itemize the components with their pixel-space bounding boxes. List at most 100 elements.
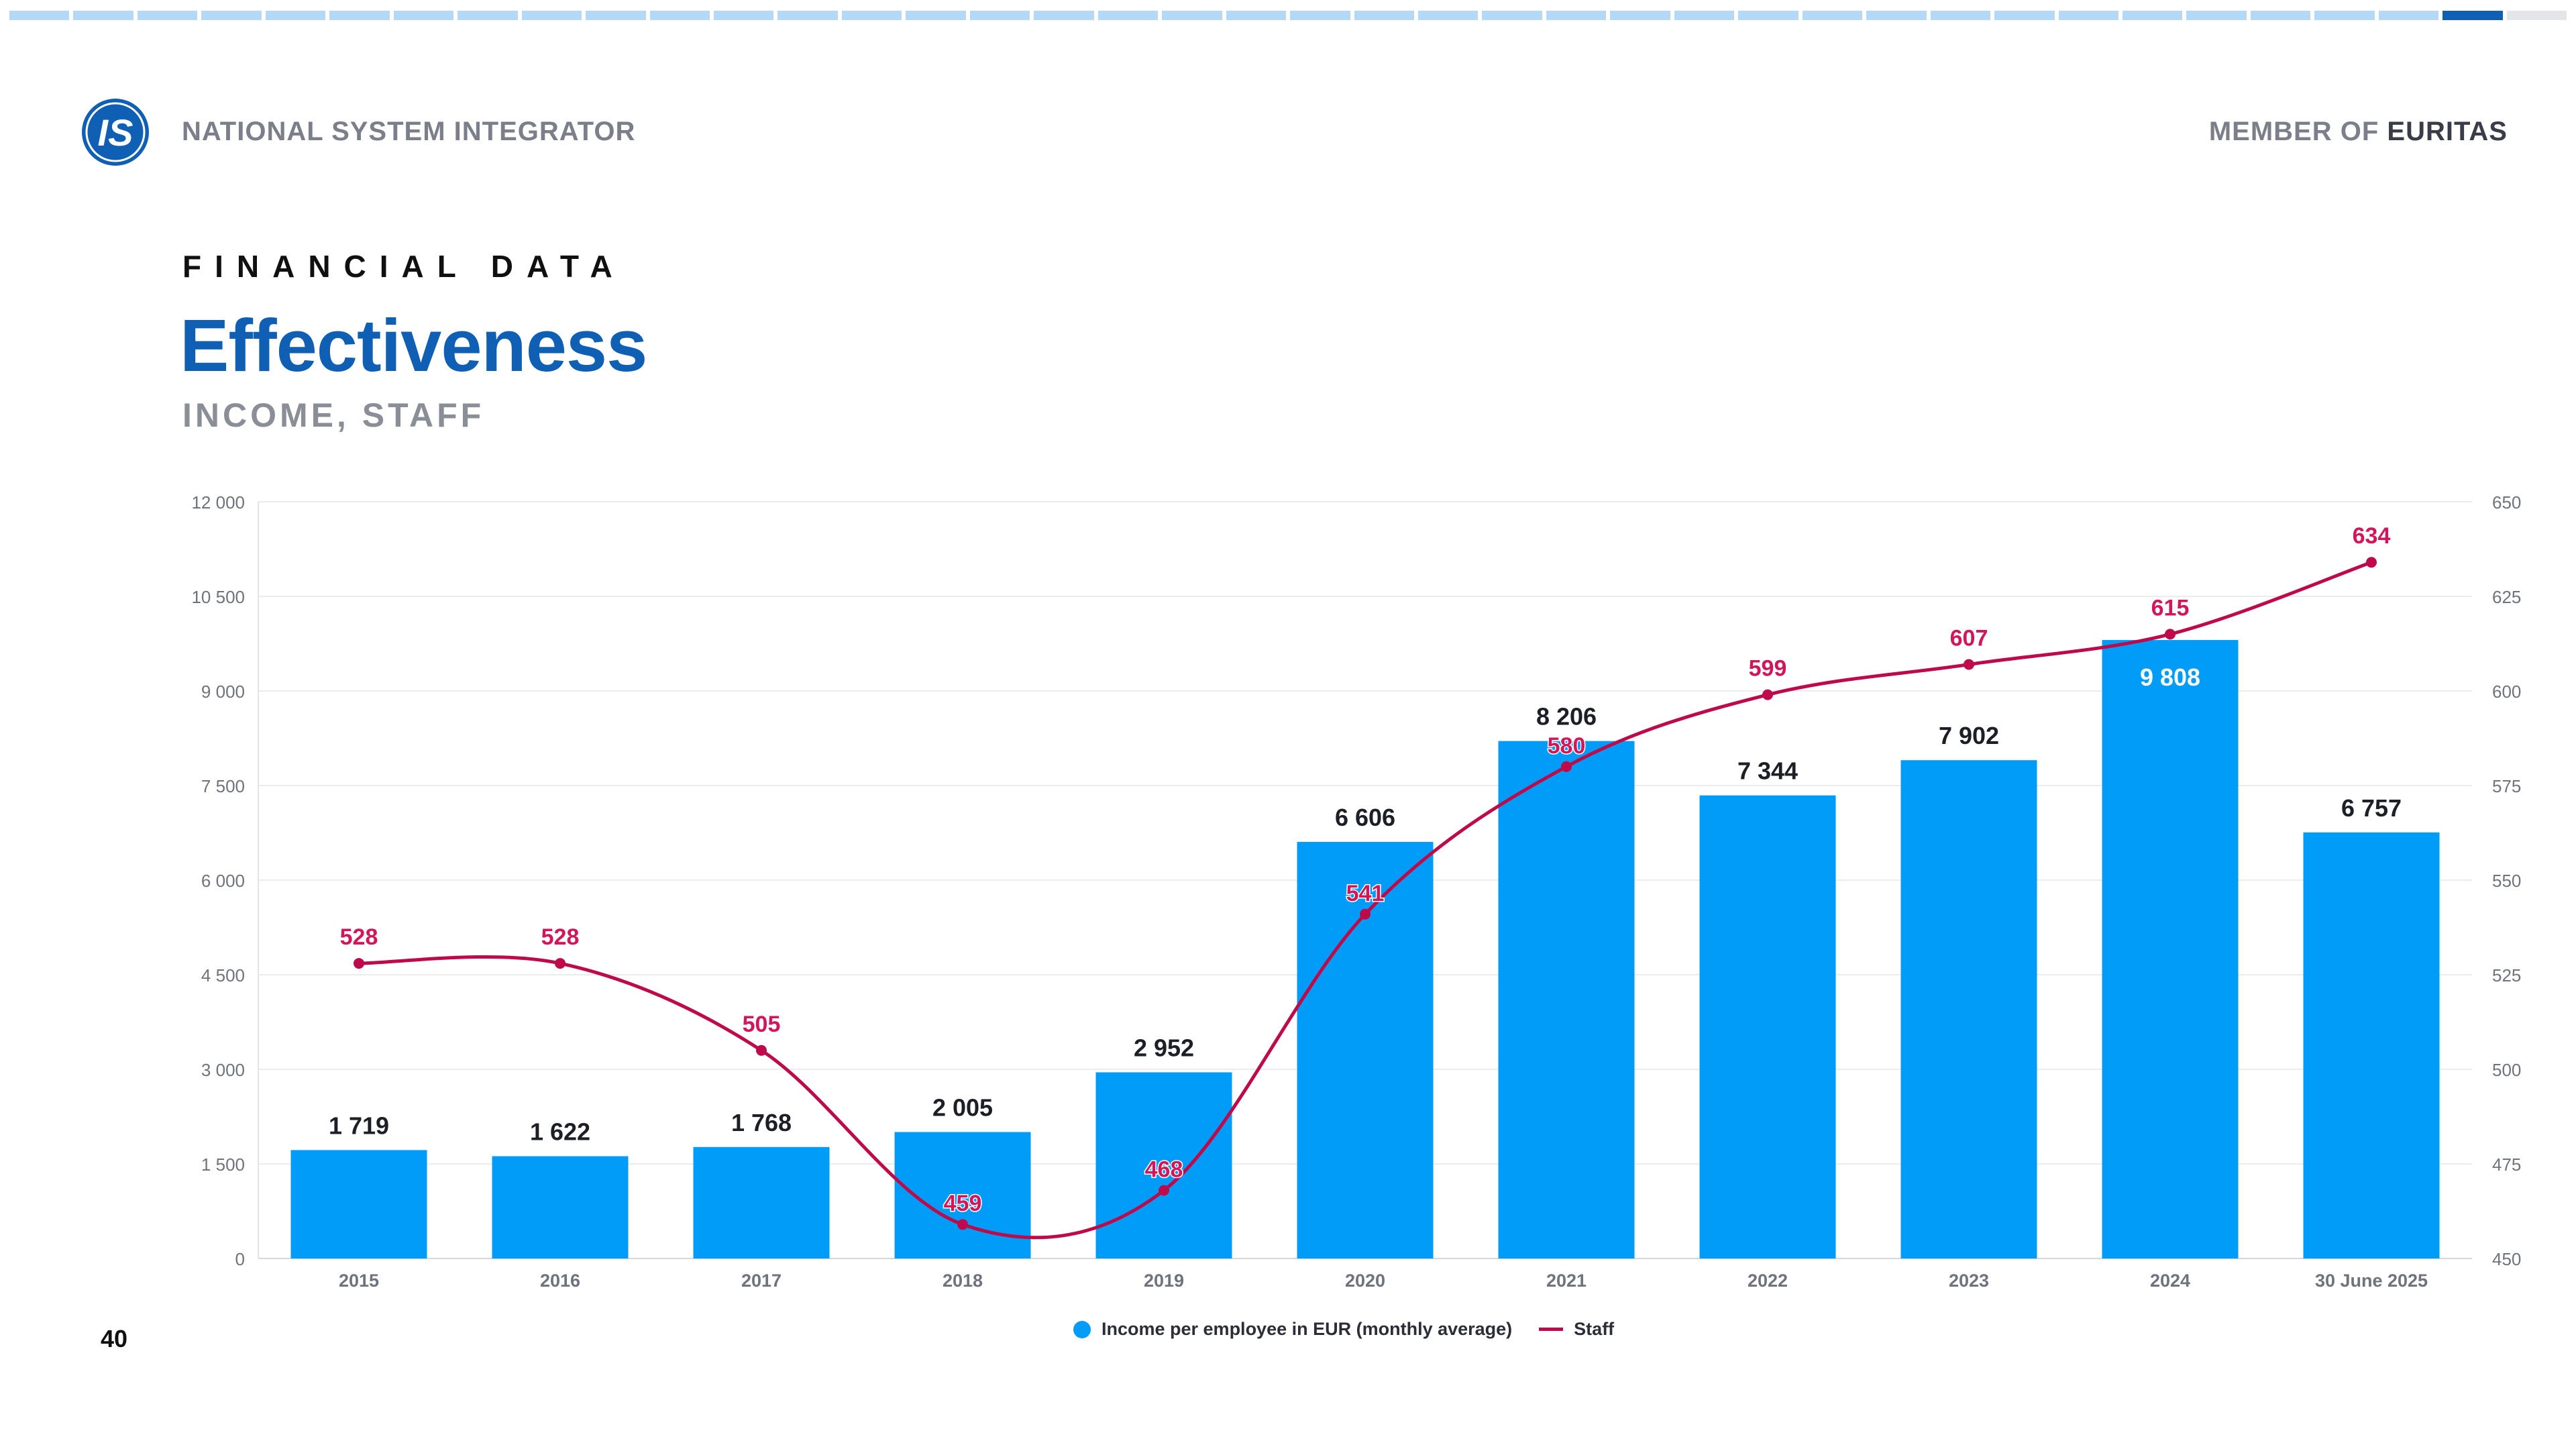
staff-point bbox=[1360, 908, 1371, 920]
page-subtitle: INCOME, STAFF bbox=[182, 396, 485, 434]
staff-line bbox=[358, 560, 2372, 1240]
income-bar bbox=[290, 1150, 427, 1258]
x-tick-label: 2021 bbox=[1546, 1271, 1587, 1291]
progress-segment bbox=[1034, 11, 1094, 20]
y-right-tick-label: 625 bbox=[2492, 587, 2521, 607]
income-bar bbox=[1095, 1072, 1232, 1258]
income-data-label: 6 757 bbox=[2341, 794, 2402, 822]
income-data-label: 1 622 bbox=[530, 1118, 590, 1146]
y-right-tick-label: 650 bbox=[2492, 492, 2521, 513]
company-tagline: NATIONAL SYSTEM INTEGRATOR bbox=[182, 117, 636, 146]
progress-segment bbox=[777, 11, 838, 20]
income-bar bbox=[1498, 741, 1635, 1258]
income-bar bbox=[2102, 640, 2239, 1258]
progress-segment bbox=[1546, 11, 1607, 20]
section-heading: FINANCIAL DATA bbox=[182, 249, 626, 284]
progress-segment bbox=[2443, 11, 2503, 20]
staff-data-label: 541 bbox=[1346, 881, 1385, 906]
staff-data-label: 599 bbox=[1749, 656, 1787, 682]
staff-point bbox=[957, 1219, 968, 1230]
staff-data-label: 580 bbox=[1548, 733, 1586, 759]
progress-segment bbox=[969, 11, 1030, 20]
slide-progress-bar bbox=[9, 11, 2567, 20]
x-tick-label: 2015 bbox=[339, 1271, 379, 1291]
progress-segment bbox=[2378, 11, 2439, 20]
progress-segment bbox=[2314, 11, 2375, 20]
income-data-label: 7 902 bbox=[1939, 722, 1999, 749]
x-tick-label: 30 June 2025 bbox=[2315, 1271, 2428, 1291]
progress-segment bbox=[2506, 11, 2567, 20]
staff-data-label: 528 bbox=[340, 924, 378, 950]
staff-point bbox=[1159, 1185, 1169, 1196]
income-bar bbox=[1699, 795, 1836, 1258]
progress-segment bbox=[1226, 11, 1287, 20]
company-logo-icon: IS bbox=[82, 99, 149, 166]
income-bar bbox=[492, 1156, 629, 1258]
y-left-tick-label: 7 500 bbox=[201, 776, 245, 796]
progress-segment bbox=[2250, 11, 2311, 20]
progress-segment bbox=[2122, 11, 2183, 20]
y-left-tick-label: 3 000 bbox=[201, 1060, 245, 1080]
x-tick-label: 2020 bbox=[1345, 1271, 1385, 1291]
income-data-label: 2 005 bbox=[932, 1094, 993, 1122]
staff-point bbox=[756, 1044, 767, 1056]
income-data-label: 1 719 bbox=[329, 1112, 389, 1139]
progress-segment bbox=[1354, 11, 1414, 20]
income-bar bbox=[1900, 760, 2037, 1258]
progress-segment bbox=[458, 11, 518, 20]
staff-point bbox=[2366, 557, 2377, 568]
progress-segment bbox=[1482, 11, 1542, 20]
progress-segment bbox=[2058, 11, 2118, 20]
income-bar bbox=[894, 1132, 1031, 1258]
staff-data-label: 634 bbox=[2353, 523, 2391, 549]
progress-segment bbox=[1866, 11, 1927, 20]
staff-data-label: 505 bbox=[743, 1012, 781, 1037]
page-title: Effectiveness bbox=[180, 305, 647, 387]
y-left-tick-label: 6 000 bbox=[201, 871, 245, 891]
y-right-tick-label: 475 bbox=[2492, 1155, 2521, 1175]
y-left-tick-label: 9 000 bbox=[201, 682, 245, 702]
progress-segment bbox=[201, 11, 262, 20]
progress-segment bbox=[1162, 11, 1222, 20]
y-right-tick-label: 525 bbox=[2492, 965, 2521, 985]
y-right-tick-label: 575 bbox=[2492, 776, 2521, 796]
progress-segment bbox=[649, 11, 710, 20]
progress-segment bbox=[73, 11, 133, 20]
income-data-label: 9 808 bbox=[2140, 663, 2200, 691]
chart-legend: Income per employee in EUR (monthly aver… bbox=[1073, 1319, 1614, 1340]
staff-point bbox=[354, 958, 364, 969]
x-tick-label: 2018 bbox=[943, 1271, 983, 1291]
staff-data-label: 615 bbox=[2151, 595, 2190, 621]
progress-segment bbox=[9, 11, 70, 20]
page-number: 40 bbox=[101, 1325, 128, 1352]
legend-staff-marker bbox=[1539, 1328, 1564, 1331]
y-right-tick-label: 500 bbox=[2492, 1060, 2521, 1080]
progress-segment bbox=[586, 11, 646, 20]
income-bar bbox=[693, 1146, 830, 1258]
progress-segment bbox=[1417, 11, 1479, 20]
income-data-label: 6 606 bbox=[1335, 804, 1395, 831]
progress-segment bbox=[1674, 11, 1735, 20]
y-left-tick-label: 0 bbox=[235, 1249, 245, 1269]
staff-data-label: 607 bbox=[1950, 626, 1988, 651]
staff-point bbox=[555, 958, 566, 969]
progress-segment bbox=[841, 11, 902, 20]
staff-point bbox=[1964, 659, 1974, 670]
progress-segment bbox=[713, 11, 774, 20]
membership-prefix: MEMBER OF bbox=[2208, 117, 2379, 146]
income-data-label: 2 952 bbox=[1134, 1034, 1194, 1062]
income-data-label: 8 206 bbox=[1536, 703, 1597, 731]
progress-segment bbox=[265, 11, 326, 20]
progress-segment bbox=[329, 11, 390, 20]
y-left-tick-label: 4 500 bbox=[201, 965, 245, 985]
legend-income-marker bbox=[1073, 1320, 1091, 1338]
y-right-tick-label: 550 bbox=[2492, 871, 2521, 891]
logo-lettering: IS bbox=[98, 111, 133, 154]
legend-staff-label: Staff bbox=[1574, 1319, 1615, 1339]
progress-segment bbox=[1097, 11, 1159, 20]
staff-data-label: 468 bbox=[1145, 1157, 1183, 1182]
progress-segment bbox=[1290, 11, 1350, 20]
income-data-label: 7 344 bbox=[1737, 757, 1798, 785]
progress-segment bbox=[1738, 11, 1799, 20]
staff-point bbox=[1762, 689, 1773, 700]
